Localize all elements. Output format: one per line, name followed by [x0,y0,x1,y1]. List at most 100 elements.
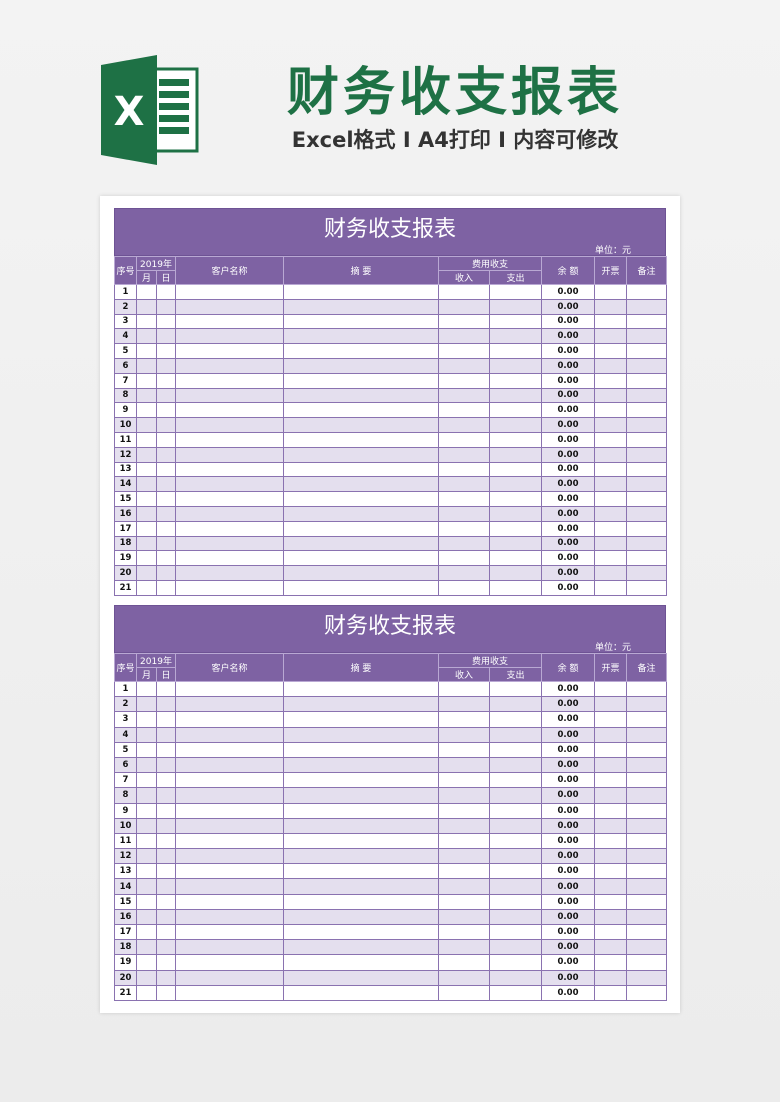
cell-expense[interactable] [488,939,543,956]
cell-expense[interactable] [488,893,543,910]
cell-expense[interactable] [488,476,543,493]
cell-day[interactable] [156,446,176,463]
cell-day[interactable] [156,878,176,895]
cell-remark[interactable] [626,878,668,895]
cell-remark[interactable] [626,969,668,986]
cell-month[interactable] [136,550,157,567]
cell-summary[interactable] [283,313,439,330]
cell-summary[interactable] [283,387,439,404]
cell-remark[interactable] [626,372,668,389]
cell-income[interactable] [438,832,490,850]
cell-seq[interactable]: 19 [114,954,137,971]
cell-customer[interactable] [175,711,284,728]
cell-income[interactable] [438,787,490,804]
cell-summary[interactable] [283,848,439,865]
cell-expense[interactable] [488,520,543,537]
cell-seq[interactable]: 3 [114,313,137,330]
cell-remark[interactable] [626,579,668,596]
cell-seq[interactable]: 20 [114,969,137,986]
cell-balance[interactable]: 0.00 [541,431,596,448]
cell-remark[interactable] [626,357,668,374]
cell-month[interactable] [136,741,157,758]
cell-customer[interactable] [175,417,284,433]
cell-seq[interactable]: 9 [114,402,137,419]
cell-month[interactable] [136,954,157,971]
cell-balance[interactable]: 0.00 [541,878,596,895]
cell-seq[interactable]: 14 [114,878,137,895]
cell-summary[interactable] [283,711,439,728]
cell-customer[interactable] [175,520,284,537]
cell-expense[interactable] [488,417,543,433]
cell-income[interactable] [438,939,490,956]
cell-customer[interactable] [175,696,284,713]
cell-invoice[interactable] [594,680,628,698]
cell-customer[interactable] [175,446,284,463]
cell-customer[interactable] [175,372,284,389]
cell-day[interactable] [156,726,176,743]
cell-invoice[interactable] [594,878,628,895]
cell-day[interactable] [156,923,176,941]
cell-balance[interactable]: 0.00 [541,848,596,865]
cell-month[interactable] [136,328,157,345]
cell-income[interactable] [438,711,490,728]
cell-customer[interactable] [175,939,284,956]
cell-seq[interactable]: 6 [114,357,137,374]
cell-summary[interactable] [283,878,439,895]
cell-balance[interactable]: 0.00 [541,343,596,359]
cell-income[interactable] [438,969,490,986]
cell-balance[interactable]: 0.00 [541,550,596,567]
cell-remark[interactable] [626,863,668,880]
cell-invoice[interactable] [594,328,628,345]
cell-balance[interactable]: 0.00 [541,313,596,330]
cell-month[interactable] [136,387,157,404]
cell-seq[interactable]: 10 [114,417,137,433]
cell-balance[interactable]: 0.00 [541,726,596,743]
cell-invoice[interactable] [594,711,628,728]
cell-balance[interactable]: 0.00 [541,939,596,956]
cell-summary[interactable] [283,505,439,522]
cell-day[interactable] [156,328,176,345]
cell-balance[interactable]: 0.00 [541,298,596,315]
cell-income[interactable] [438,431,490,448]
cell-expense[interactable] [488,863,543,880]
cell-balance[interactable]: 0.00 [541,954,596,971]
cell-balance[interactable]: 0.00 [541,711,596,728]
cell-invoice[interactable] [594,923,628,941]
cell-invoice[interactable] [594,313,628,330]
cell-customer[interactable] [175,741,284,758]
cell-remark[interactable] [626,550,668,567]
cell-expense[interactable] [488,343,543,359]
cell-balance[interactable]: 0.00 [541,535,596,552]
cell-invoice[interactable] [594,461,628,478]
cell-summary[interactable] [283,923,439,941]
cell-balance[interactable]: 0.00 [541,579,596,596]
cell-day[interactable] [156,505,176,522]
cell-income[interactable] [438,328,490,345]
cell-day[interactable] [156,787,176,804]
cell-day[interactable] [156,848,176,865]
cell-income[interactable] [438,402,490,419]
cell-expense[interactable] [488,284,543,300]
cell-summary[interactable] [283,357,439,374]
cell-day[interactable] [156,461,176,478]
cell-income[interactable] [438,284,490,300]
cell-remark[interactable] [626,328,668,345]
cell-expense[interactable] [488,565,543,581]
cell-invoice[interactable] [594,848,628,865]
cell-remark[interactable] [626,772,668,789]
cell-expense[interactable] [488,550,543,567]
cell-income[interactable] [438,298,490,315]
cell-customer[interactable] [175,298,284,315]
cell-invoice[interactable] [594,476,628,493]
cell-remark[interactable] [626,893,668,910]
cell-balance[interactable]: 0.00 [541,402,596,419]
cell-summary[interactable] [283,893,439,910]
cell-month[interactable] [136,939,157,956]
cell-remark[interactable] [626,491,668,507]
cell-month[interactable] [136,461,157,478]
cell-seq[interactable]: 8 [114,787,137,804]
cell-day[interactable] [156,550,176,567]
cell-balance[interactable]: 0.00 [541,446,596,463]
cell-month[interactable] [136,417,157,433]
cell-income[interactable] [438,772,490,789]
